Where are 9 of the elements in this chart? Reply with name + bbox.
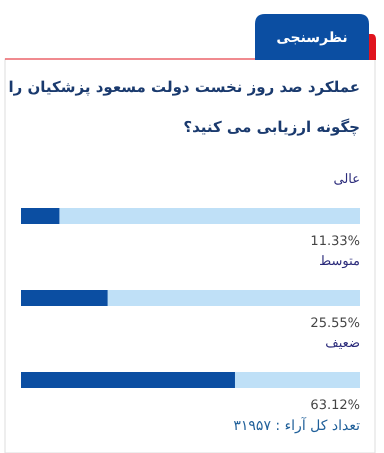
- annotation: تعداد کل آراء : ۳۱۹۵۷: [233, 416, 360, 434]
- chart-subtitle: نظرسنجی: [276, 30, 348, 46]
- y-tick-label: ضعیف: [325, 336, 360, 351]
- chart-title: عملکرد صد روز نخست دولت مسعود پزشکیان را چگونه ارزیابی می کنید؟: [8, 78, 360, 136]
- data-label: 63.12%: [310, 398, 360, 413]
- y-tick-label: عالی: [333, 172, 360, 187]
- data-label: 11.33%: [310, 234, 360, 249]
- y-tick-label: متوسط: [319, 254, 360, 269]
- data-label: 25.55%: [310, 316, 360, 331]
